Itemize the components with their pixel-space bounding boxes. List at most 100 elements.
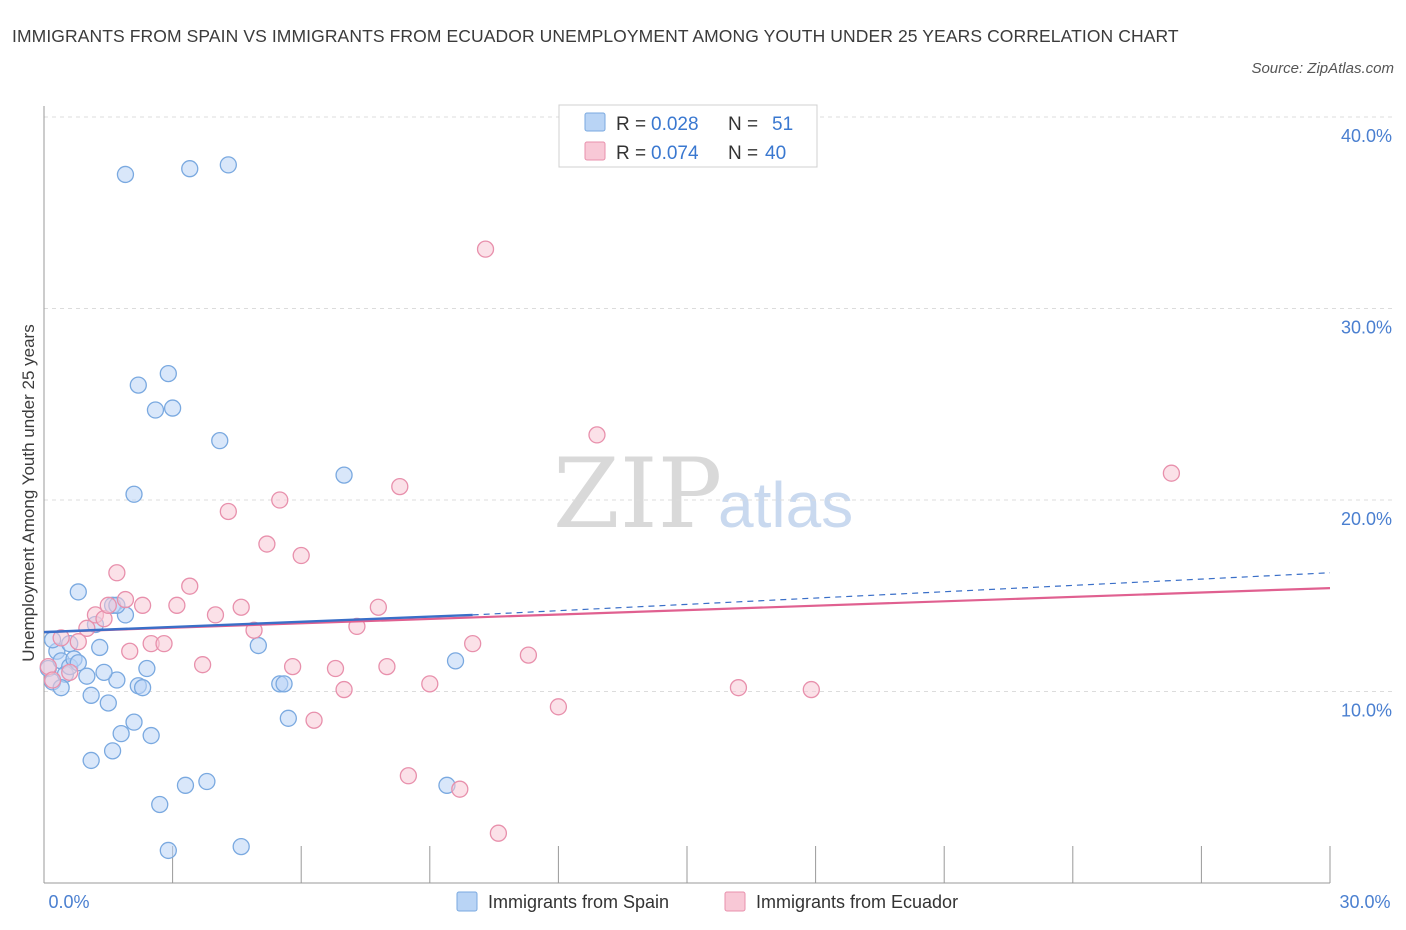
spain-point-42 <box>335 466 353 484</box>
ecuador-point-36 <box>464 634 482 653</box>
spain-point-19 <box>133 679 152 697</box>
ecuador-point-22 <box>258 535 276 553</box>
spain-trend-extension <box>472 572 1331 616</box>
ecuador-point-42 <box>729 679 748 697</box>
spain-point-44 <box>446 652 465 670</box>
ecuador-point-34 <box>421 675 439 693</box>
ecuador-point-9 <box>108 564 126 582</box>
x-tick-label-min: 0.0% <box>48 892 89 912</box>
ecuador-point-31 <box>378 657 396 676</box>
ecuador-point-32 <box>391 477 409 496</box>
legend-n-label-spain: N = <box>728 114 758 135</box>
ecuador-point-17 <box>193 656 212 674</box>
legend-n-value-ecuador: 40 <box>765 143 786 164</box>
ecuador-point-23 <box>271 491 289 509</box>
spain-point-41 <box>279 709 297 727</box>
ecuador-point-12 <box>133 596 152 614</box>
spain-point-50 <box>181 160 199 178</box>
spain-point-15 <box>95 663 113 681</box>
ecuador-point-30 <box>369 598 388 616</box>
spain-point-29 <box>159 364 177 383</box>
spain-point-27 <box>116 165 135 184</box>
ecuador-point-33 <box>399 767 418 785</box>
watermark-atlas: atlas <box>718 469 853 541</box>
ecuador-point-27 <box>326 659 345 678</box>
spain-point-40 <box>275 675 293 693</box>
ecuador-point-4 <box>69 633 87 651</box>
watermark-zip: ZIP <box>553 438 722 550</box>
correlation-legend: R = 0.028 N = 51 R = 0.074 N = 40 <box>558 104 818 168</box>
trend-lines <box>43 572 1331 634</box>
ecuador-point-10 <box>116 590 135 609</box>
ecuador-point-40 <box>549 698 568 716</box>
x-tick-marks <box>172 846 1331 883</box>
x-tick-label-max: 30.0% <box>1339 892 1390 912</box>
spain-point-26 <box>69 583 87 601</box>
spain-point-30 <box>163 399 182 417</box>
spain-point-33 <box>159 841 177 860</box>
spain-point-21 <box>129 376 147 394</box>
ecuador-point-19 <box>219 502 237 521</box>
source-label: Source: ZipAtlas.com <box>1251 60 1394 77</box>
chart-title: IMMIGRANTS FROM SPAIN VS IMMIGRANTS FROM… <box>12 26 1179 46</box>
legend-swatch-spain <box>584 112 606 132</box>
legend-r-value-ecuador: 0.074 <box>651 143 699 164</box>
ecuador-point-38 <box>489 824 508 842</box>
spain-point-20 <box>138 659 156 678</box>
spain-point-38 <box>249 636 267 655</box>
bottom-legend: Immigrants from Spain Immigrants from Ec… <box>456 891 958 912</box>
spain-point-34 <box>198 772 216 791</box>
ecuador-point-44 <box>1162 464 1181 482</box>
series-ecuador-points <box>39 240 1181 842</box>
spain-point-11 <box>91 638 109 657</box>
spain-point-37 <box>232 837 250 856</box>
ecuador-point-25 <box>292 546 310 565</box>
spain-point-12 <box>99 694 117 712</box>
spain-point-28 <box>146 401 165 419</box>
ecuador-point-5 <box>78 619 96 637</box>
y-tick-label-20: 20.0% <box>1341 509 1392 529</box>
spain-point-17 <box>125 713 143 731</box>
spain-point-32 <box>151 795 169 814</box>
legend-swatch-ecuador <box>584 141 606 161</box>
ecuador-point-28 <box>335 680 353 699</box>
spain-point-35 <box>211 431 229 450</box>
ecuador-point-37 <box>476 240 495 258</box>
ecuador-point-3 <box>61 663 79 681</box>
ecuador-point-18 <box>206 606 225 624</box>
y-tick-label-40: 40.0% <box>1341 126 1392 146</box>
ecuador-point-2 <box>52 629 70 647</box>
spain-point-31 <box>176 776 195 794</box>
legend-r-label-spain: R = <box>616 114 646 135</box>
bottom-legend-swatch-spain <box>456 891 478 912</box>
spain-point-23 <box>112 724 130 743</box>
spain-point-24 <box>82 751 100 770</box>
bottom-legend-label-ecuador: Immigrants from Ecuador <box>756 892 958 912</box>
series-spain-points <box>39 156 465 860</box>
legend-n-value-spain: 51 <box>772 114 793 135</box>
ecuador-point-26 <box>305 711 323 729</box>
ecuador-point-15 <box>168 596 186 614</box>
ecuador-point-41 <box>588 426 606 444</box>
bottom-legend-swatch-ecuador <box>724 891 746 912</box>
legend-n-label-ecuador: N = <box>728 143 758 164</box>
ecuador-point-20 <box>232 598 250 616</box>
ecuador-point-43 <box>802 680 820 699</box>
legend-r-value-spain: 0.028 <box>651 114 699 135</box>
spain-point-25 <box>103 742 122 760</box>
ecuador-point-16 <box>181 577 199 595</box>
spain-point-9 <box>82 686 100 704</box>
ecuador-trend-line <box>43 586 1331 634</box>
gridlines <box>44 116 1392 692</box>
spain-point-22 <box>142 726 160 745</box>
spain-point-36 <box>219 156 237 174</box>
spain-point-8 <box>78 667 96 685</box>
spain-point-14 <box>108 671 126 689</box>
ecuador-point-39 <box>519 646 538 664</box>
bottom-legend-label-spain: Immigrants from Spain <box>488 892 669 912</box>
y-tick-label-10: 10.0% <box>1341 701 1392 721</box>
ecuador-point-8 <box>99 596 117 614</box>
spain-point-49 <box>125 485 143 503</box>
y-tick-labels: 10.0% 20.0% 30.0% 40.0% <box>1341 126 1392 721</box>
